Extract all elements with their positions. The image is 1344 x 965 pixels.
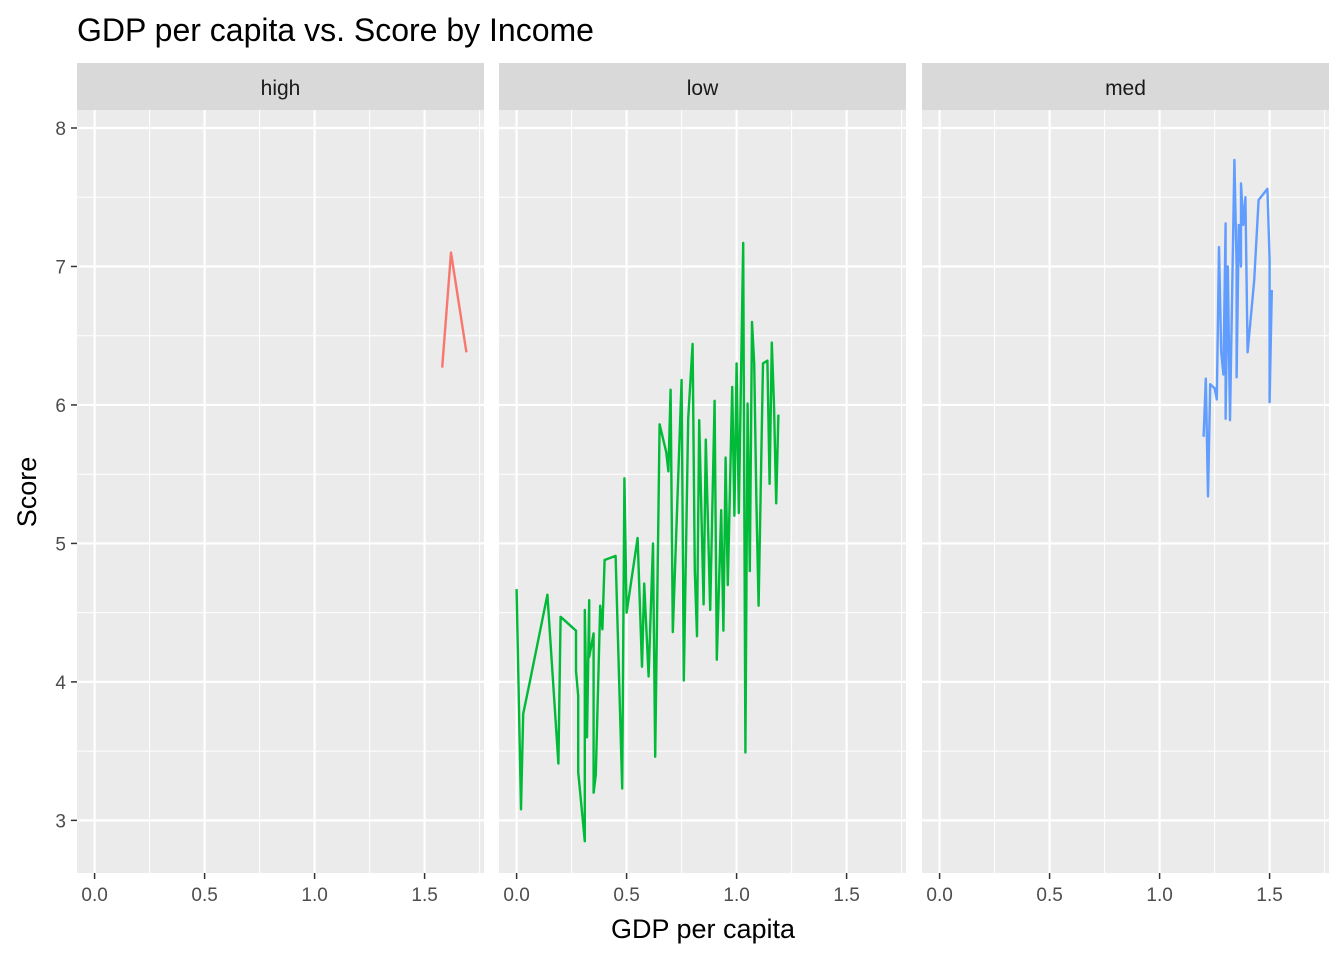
x-tick-label: 1.0 [301, 885, 327, 906]
y-tick-label: 6 [55, 396, 66, 417]
x-tick-label: 0.0 [503, 885, 529, 906]
panel-background [77, 110, 484, 873]
facet-panels: high 0.0 0.5 1.0 1.5 low 0.0 0.5 1.0 1.5 med 0.0 0.5… [77, 63, 1329, 906]
facet-panel-low: low 0.0 0.5 1.0 1.5 [499, 63, 906, 906]
x-tick-label: 1.5 [833, 885, 859, 906]
panel-background [922, 110, 1329, 873]
y-tick-label: 8 [55, 119, 66, 140]
panel-background [499, 110, 906, 873]
x-tick-label: 0.5 [1036, 885, 1062, 906]
y-tick-label: 7 [55, 257, 66, 278]
facet-strip-label: high [261, 77, 301, 100]
x-tick-label: 1.0 [1146, 885, 1172, 906]
x-axis-label: GDP per capita [611, 914, 796, 944]
facet-strip-label: low [687, 77, 719, 100]
series-line-high [441, 251, 468, 368]
x-tick-label: 1.5 [1256, 885, 1282, 906]
facet-panel-med: med 0.0 0.5 1.0 1.5 [922, 63, 1329, 906]
y-tick-label: 5 [55, 534, 66, 555]
x-tick-label: 0.5 [613, 885, 639, 906]
facet-strip [922, 63, 1329, 110]
facet-strip [77, 63, 484, 110]
chart-title: GDP per capita vs. Score by Income [77, 12, 594, 48]
x-tick-label: 0.0 [81, 885, 107, 906]
y-axis: 3 4 5 6 7 8 [55, 119, 77, 832]
facet-panel-high: high 0.0 0.5 1.0 1.5 [77, 63, 484, 906]
x-tick-label: 0.0 [926, 885, 952, 906]
x-tick-label: 1.0 [723, 885, 749, 906]
x-tick-label: 0.5 [191, 885, 217, 906]
series-line-med [1202, 158, 1273, 498]
y-tick-label: 3 [55, 811, 66, 832]
facet-strip [499, 63, 906, 110]
y-axis-label: Score [12, 457, 42, 528]
y-tick-label: 4 [55, 673, 66, 694]
series-line-low [515, 241, 780, 843]
facet-strip-label: med [1105, 77, 1146, 100]
x-tick-label: 1.5 [411, 885, 437, 906]
